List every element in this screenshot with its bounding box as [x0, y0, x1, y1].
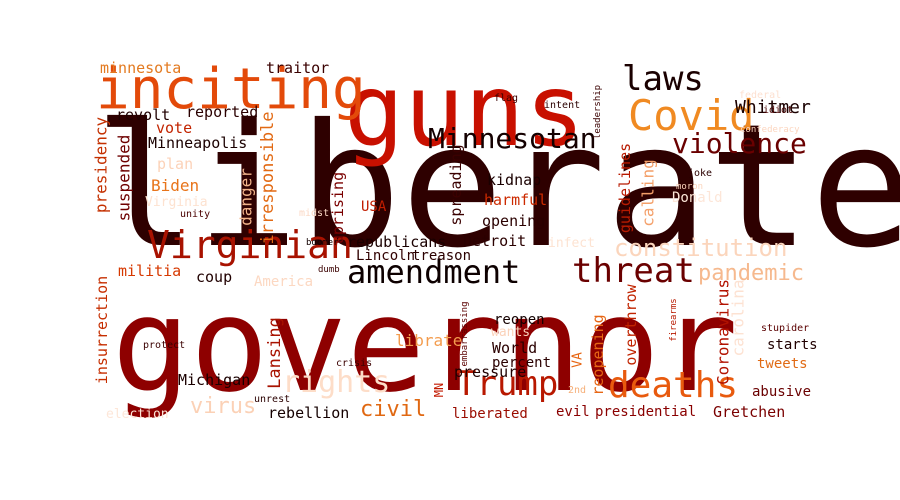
word-violence: violence	[672, 127, 807, 160]
word-abusive: abusive	[752, 384, 811, 400]
word-pressure: pressure	[454, 363, 526, 381]
word-treason: treason	[412, 248, 471, 264]
word-va: VA	[571, 352, 586, 368]
word-trump: Trump	[456, 364, 558, 404]
word-inciting: inciting	[96, 57, 366, 122]
word-percent: percent	[492, 355, 551, 371]
word-presidency: presidency	[92, 116, 111, 213]
word-donald: Donald	[672, 190, 723, 206]
word-world: World	[492, 339, 537, 357]
word-liberated: liberated	[452, 406, 528, 422]
word-protect: protect	[143, 340, 185, 351]
word-virginia: Virginia	[145, 195, 208, 210]
word-unity: unity	[180, 209, 210, 220]
word-michigan: Michigan	[178, 371, 250, 389]
word-coup: coup	[196, 268, 232, 286]
word-dumb: dumb	[318, 265, 340, 275]
word-midst: midst	[299, 208, 329, 219]
word-biden: Biden	[151, 176, 199, 195]
word-constitution: constitution	[614, 234, 787, 262]
word-harmful: harmful	[484, 191, 547, 209]
word-starts: starts	[767, 337, 818, 353]
word-infect: infect	[548, 236, 595, 251]
word-militia: militia	[118, 262, 181, 280]
word-joke: joke	[688, 168, 712, 179]
word-crisis: crisis	[336, 358, 372, 369]
word-flag: flag	[494, 93, 518, 104]
word-gretchen: Gretchen	[713, 403, 785, 421]
word-tweets: tweets	[757, 356, 808, 372]
word-calling: calling	[639, 159, 658, 226]
word-carolina: carolina	[729, 279, 748, 356]
word-usa: USA	[361, 199, 387, 215]
word-laws: laws	[622, 59, 704, 99]
word-traitor: traitor	[266, 59, 329, 77]
word-election: election	[106, 407, 169, 422]
word-2nd: 2nd	[568, 385, 586, 396]
word-reopening: reopening	[589, 314, 607, 395]
word-civil: civil	[360, 397, 426, 422]
word-minnesota: minnesota	[100, 59, 181, 77]
word-threat: threat	[572, 251, 695, 291]
word-unrest: unrest	[254, 394, 290, 405]
word-virus: virus	[190, 394, 256, 419]
word-reported: reported	[186, 103, 258, 121]
word-guns: guns	[344, 52, 585, 169]
word-covid: Covid	[628, 91, 754, 140]
word-danger: danger	[237, 168, 256, 226]
word-overthrow: overthrow	[622, 283, 640, 365]
word-kidnap: kidnap	[487, 171, 541, 189]
word-uprising: uprising	[329, 172, 347, 244]
word-embarrassing: embarrassing	[460, 301, 470, 366]
word-boomer: boomer	[306, 238, 339, 248]
word-governor: governor	[112, 269, 738, 421]
word-leadership: leadership	[593, 85, 603, 139]
word-evil: evil	[556, 404, 590, 420]
word-reopen: reopen	[494, 312, 545, 328]
word-lansing: Lansing	[265, 317, 285, 389]
word-whitmer: Whitmer	[735, 97, 811, 118]
word-guidelines: guidelines	[616, 143, 634, 233]
word-revolt: revolt	[116, 106, 170, 124]
word-republicans: republicans	[347, 233, 446, 251]
word-intent: intent	[544, 100, 580, 111]
word-america: America	[254, 274, 313, 290]
word-spreading: spreading	[447, 144, 465, 225]
word-presidential: presidential	[595, 404, 696, 420]
word-deaths: deaths	[608, 365, 738, 406]
word-insurrection: insurrection	[93, 276, 111, 384]
word-minneapolis: Minneapolis	[148, 134, 247, 152]
word-librate: librate	[395, 331, 462, 350]
word-wants: wants	[491, 325, 530, 340]
word-stupider: stupider	[761, 323, 809, 334]
word-detroit: Detroit	[463, 232, 526, 250]
word-federal: federal	[739, 90, 781, 101]
word-vote: vote	[156, 119, 192, 137]
word-pandemic: pandemic	[698, 261, 804, 286]
word-rights: rights	[282, 365, 390, 400]
word-rebellion: rebellion	[268, 404, 349, 422]
word-suspended: suspended	[115, 135, 134, 222]
word-firearms: firearms	[669, 298, 679, 341]
word-minnesotan: Minnesotan	[428, 122, 597, 155]
word-lincoln: Lincoln	[356, 248, 415, 264]
word-idiot: idiot	[763, 105, 793, 116]
word-plan: plan	[157, 155, 193, 173]
word-coronavirus: Coronavirus	[714, 279, 733, 385]
word-amendment: amendment	[347, 253, 520, 291]
word-opening: opening	[482, 212, 545, 230]
word-irresponsible: irresponsible	[258, 111, 278, 244]
word-liberate: liberate	[94, 88, 900, 286]
word-mn: MN	[432, 383, 446, 397]
word-moron: moron	[676, 182, 703, 192]
word-virginian: Virginian	[147, 223, 353, 267]
word-confederacy: confederacy	[740, 125, 800, 135]
